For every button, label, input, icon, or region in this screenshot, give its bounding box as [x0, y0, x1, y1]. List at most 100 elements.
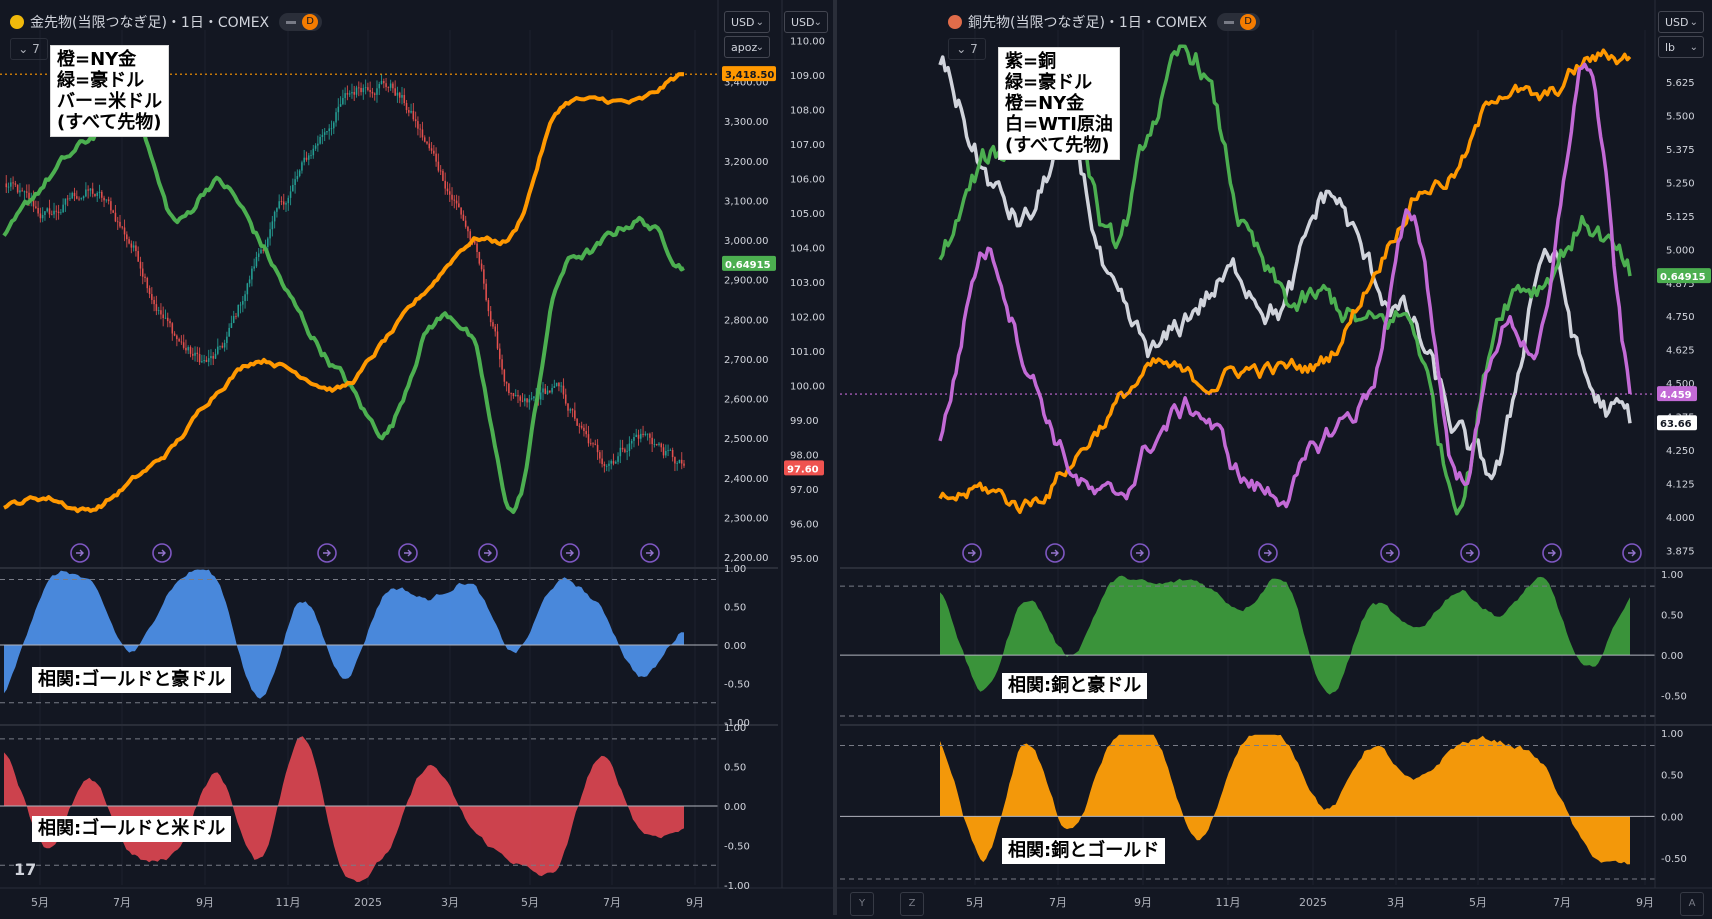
right-chart-header[interactable]: 銅先物(当限つなぎ足)・1日・COMEX D [948, 9, 1261, 35]
dxy-candle-body [396, 92, 399, 96]
dxy-candle-body [382, 81, 385, 84]
event-arrow-icon [484, 549, 492, 557]
dxy-candle-body [676, 463, 678, 464]
dxy-candle-body [371, 91, 374, 94]
event-arrow-icon [323, 549, 331, 557]
dxy-candle-body [253, 266, 255, 269]
left-interval-pill[interactable]: D [279, 13, 323, 31]
dxy-candle-body [605, 465, 608, 467]
dxy-candle-body [180, 341, 183, 343]
left-corr1-label: 相関:ゴールドと豪ドル [32, 667, 232, 693]
dxy-candle-body [144, 276, 146, 278]
dxy-candle-body [526, 398, 528, 403]
dxy-candle-body [539, 392, 542, 400]
left-time-tick: 2025 [354, 896, 382, 909]
dxy-candle-body [216, 346, 219, 354]
dxy-candle-body [583, 427, 585, 431]
event-arrow-icon [404, 549, 412, 557]
dxy-candle-body [394, 88, 396, 96]
dxy-candle-body [353, 92, 356, 95]
dxy-candle-body [364, 87, 367, 89]
right-time-tick: 7月 [1553, 896, 1571, 909]
dxy-candle-body [75, 196, 78, 199]
right-aud-price-label-bg [1657, 268, 1711, 284]
dxy-candle-body [294, 179, 296, 185]
event-marker-icon [1258, 543, 1278, 563]
dxy-candle-body [312, 148, 315, 156]
dxy-candle-body [289, 191, 292, 198]
left-currency-select[interactable]: USD ⌄ [724, 11, 770, 33]
dxy-candle-body [387, 87, 390, 88]
dxy-candle-body [7, 186, 10, 188]
event-marker-icon [1622, 543, 1642, 563]
dxy-candle-body [137, 251, 139, 262]
bottom-button-y[interactable]: Y [850, 892, 874, 916]
dxy-candle-body [35, 206, 37, 208]
dxy-candle-body [453, 199, 456, 201]
dxy-axis-tick: 106.00 [790, 174, 825, 185]
dxy-candle-body [635, 434, 638, 438]
dxy-candle-body [494, 326, 497, 332]
chevron-down-icon: ⌄ [755, 17, 764, 28]
copper-axis-tick: 4.500 [1666, 379, 1695, 390]
chevron-down-icon: ⌄ [813, 17, 822, 28]
dxy-candle-body [171, 323, 174, 334]
dxy-candle-body [210, 356, 212, 359]
dxy-candle-body [307, 155, 310, 160]
dxy-candle-body [339, 104, 342, 107]
dxy-candle-body [48, 208, 51, 215]
dxy-candle-body [385, 83, 387, 88]
dxy-candle-body [433, 150, 435, 154]
right-corr2-pane[interactable] [840, 734, 1655, 880]
dxy-candle-body [530, 398, 533, 400]
gold-axis-tick: 3,200.00 [724, 157, 769, 168]
dxy-candle-body [53, 210, 55, 215]
left-corr1-pane[interactable] [0, 569, 718, 704]
right-corr1-pane[interactable] [840, 575, 1655, 717]
event-marker-icon [560, 543, 580, 563]
right-time-tick: 11月 [1216, 896, 1241, 909]
dxy-candle-body [419, 128, 421, 130]
dxy-candle-body [305, 157, 308, 160]
left-corr2-pane[interactable] [0, 736, 718, 882]
dxy-candle-body [662, 447, 665, 456]
dxy-candle-body [107, 199, 110, 202]
dxy-axis-tick: 99.00 [790, 416, 819, 427]
dxy-candle-body [321, 134, 324, 138]
dxy-candle-body [285, 203, 287, 205]
right-indicator-toggle[interactable]: ⌄ 7 [948, 38, 986, 60]
copper-series-line [938, 62, 1632, 509]
copper-axis-tick: 4.125 [1666, 479, 1695, 490]
dxy-candle-body [599, 452, 601, 459]
bottom-button-z[interactable]: Z [900, 892, 924, 916]
event-marker-icon [398, 543, 418, 563]
event-marker-icon [70, 543, 90, 563]
dxy-candle-body [94, 193, 96, 196]
wti-price-label: 63.66 [1660, 419, 1692, 430]
dxy-candle-body [191, 353, 194, 356]
left-currency-select-2[interactable]: USD ⌄ [784, 11, 828, 33]
dxy-candle-body [267, 238, 269, 247]
dxy-candle-body [219, 345, 221, 347]
dxy-candle-body [596, 444, 599, 453]
right-unit-select[interactable]: lb ⌄ [1658, 36, 1704, 58]
right-currency-select[interactable]: USD ⌄ [1658, 11, 1704, 33]
left-indicator-toggle[interactable]: ⌄ 7 [10, 38, 48, 60]
dxy-candle-body [237, 304, 240, 317]
left-time-tick: 5月 [31, 896, 49, 909]
copper-axis-tick: 4.250 [1666, 446, 1695, 457]
dxy-candle-body [483, 269, 485, 284]
dxy-axis-tick: 95.00 [790, 554, 819, 565]
event-arrow-icon [1548, 549, 1556, 557]
right-interval-pill[interactable]: D [1217, 13, 1261, 31]
dxy-candle-body [39, 213, 42, 219]
bottom-button-a[interactable]: A [1680, 892, 1704, 916]
corr-axis-tick: -0.50 [724, 680, 750, 691]
left-unit-select[interactable]: apoz ⌄ [724, 36, 770, 58]
corr-axis-tick: 1.00 [724, 564, 746, 575]
copper-symbol-icon [948, 15, 962, 29]
left-main-pane[interactable] [0, 30, 718, 885]
left-chart-header[interactable]: 金先物(当限つなぎ足)・1日・COMEX D [10, 9, 323, 35]
dxy-candle-body [578, 425, 581, 427]
corr-axis-tick: -1.00 [724, 881, 750, 892]
